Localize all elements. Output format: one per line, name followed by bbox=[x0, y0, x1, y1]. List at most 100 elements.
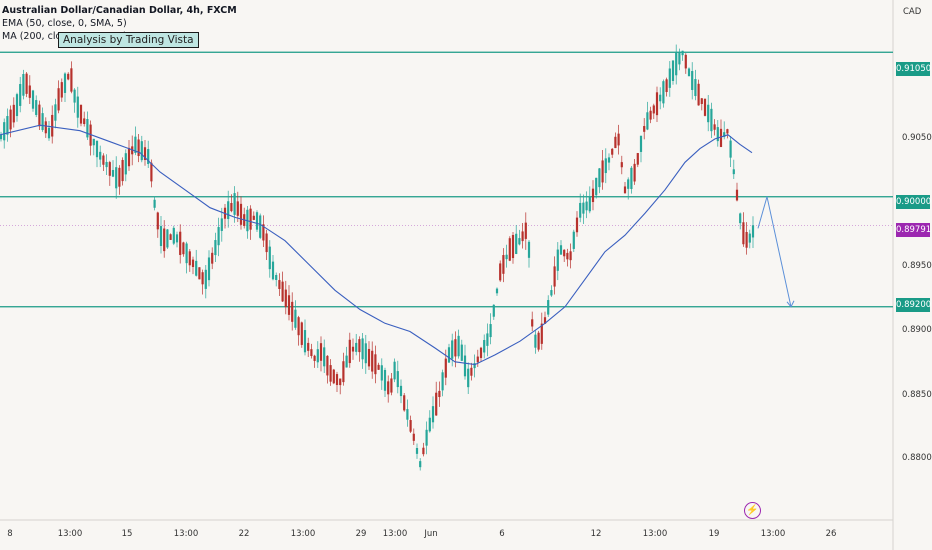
candle-body bbox=[495, 288, 499, 294]
candle-body bbox=[169, 234, 172, 240]
candle-body bbox=[150, 162, 153, 182]
candle-body bbox=[25, 73, 28, 94]
candle-body bbox=[99, 151, 102, 160]
x-tick-label: 12 bbox=[590, 529, 602, 539]
candle-body bbox=[108, 162, 111, 176]
candle-body bbox=[681, 50, 684, 56]
candle-body bbox=[511, 234, 515, 259]
candle-body bbox=[236, 201, 239, 216]
candle-body bbox=[431, 406, 435, 423]
candle-body bbox=[483, 340, 486, 353]
candle-body bbox=[627, 179, 630, 189]
candle-body bbox=[556, 249, 559, 271]
symbol-title[interactable]: Australian Dollar/Canadian Dollar, 4h, F… bbox=[2, 5, 237, 16]
candle-body bbox=[307, 342, 310, 351]
projection-path bbox=[757, 196, 792, 307]
candle-body bbox=[451, 340, 454, 359]
candle-body bbox=[31, 90, 35, 109]
candle-body bbox=[575, 217, 579, 233]
candle-body bbox=[220, 218, 223, 231]
x-tick-label: 29 bbox=[355, 529, 367, 539]
current-price-tag: 0.89791 bbox=[896, 223, 932, 237]
candle-body bbox=[383, 369, 387, 391]
candle-body bbox=[188, 251, 191, 266]
candle-body bbox=[425, 429, 428, 446]
candle-body bbox=[646, 112, 649, 130]
candle-body bbox=[198, 267, 201, 280]
candle-body bbox=[54, 104, 57, 121]
candle-body bbox=[211, 252, 214, 264]
candle-body bbox=[547, 300, 550, 315]
candle-body bbox=[351, 346, 355, 352]
candle-body bbox=[345, 355, 348, 368]
candle-body bbox=[275, 274, 278, 280]
candle-body bbox=[723, 132, 726, 138]
candle-body bbox=[313, 355, 316, 361]
candle-body bbox=[611, 148, 614, 155]
candle-body bbox=[422, 447, 425, 455]
candle-body bbox=[35, 100, 38, 115]
candle-body bbox=[153, 199, 156, 208]
candle-body bbox=[364, 343, 367, 364]
candle-body bbox=[735, 189, 739, 201]
candle-body bbox=[137, 139, 140, 157]
candle-body bbox=[684, 54, 687, 69]
candle-body bbox=[563, 249, 566, 257]
candle-body bbox=[163, 228, 166, 252]
candle-body bbox=[655, 92, 659, 116]
x-tick-label: 13:00 bbox=[57, 529, 83, 539]
candle-body bbox=[102, 155, 105, 165]
candle-body bbox=[745, 231, 748, 248]
candle-body bbox=[217, 227, 220, 246]
candle-body bbox=[505, 254, 508, 260]
candle-body bbox=[489, 324, 492, 338]
candle-body bbox=[409, 420, 412, 432]
candle-body bbox=[508, 238, 511, 261]
candle-body bbox=[691, 71, 694, 90]
level-tag-2: 0.89200 bbox=[896, 298, 932, 312]
candle-body bbox=[633, 163, 636, 182]
candle-body bbox=[438, 390, 441, 398]
candle-body bbox=[207, 257, 211, 281]
candle-body bbox=[300, 322, 303, 345]
candle-body bbox=[185, 243, 188, 264]
candle-body bbox=[470, 367, 473, 376]
candle-body bbox=[665, 79, 668, 93]
candle-body bbox=[6, 116, 9, 135]
candle-body bbox=[694, 79, 697, 97]
candle-body bbox=[297, 317, 300, 336]
candle-body bbox=[281, 281, 284, 302]
candle-body bbox=[531, 319, 534, 327]
candle-body bbox=[428, 417, 431, 432]
watermark-label: Analysis by Trading Vista bbox=[58, 32, 199, 48]
candle-body bbox=[358, 339, 361, 353]
x-tick-label: 8 bbox=[7, 529, 13, 539]
candle-body bbox=[550, 290, 553, 296]
candle-body bbox=[326, 355, 329, 376]
candle-body bbox=[566, 252, 569, 260]
candle-body bbox=[191, 259, 195, 268]
candle-body bbox=[729, 140, 732, 158]
candle-body bbox=[38, 104, 41, 127]
candle-body bbox=[175, 234, 179, 243]
lightning-icon[interactable]: ⚡ bbox=[744, 502, 761, 519]
candle-body bbox=[262, 224, 265, 241]
candle-body bbox=[515, 233, 518, 254]
candle-body bbox=[319, 343, 323, 361]
candle-body bbox=[675, 52, 678, 76]
candle-body bbox=[467, 368, 470, 388]
candle-body bbox=[195, 260, 198, 276]
candle-body bbox=[697, 83, 700, 106]
candle-body bbox=[662, 81, 665, 104]
x-tick-label: 13:00 bbox=[173, 529, 199, 539]
y-tick-label: 0.88000 bbox=[902, 453, 932, 463]
candle-body bbox=[19, 84, 22, 106]
candle-body bbox=[67, 73, 70, 80]
ema-indicator-label[interactable]: EMA (50, close, 0, SMA, 5) bbox=[2, 18, 127, 29]
candle-body bbox=[707, 104, 710, 123]
candle-body bbox=[291, 301, 294, 322]
candle-body bbox=[111, 170, 115, 177]
